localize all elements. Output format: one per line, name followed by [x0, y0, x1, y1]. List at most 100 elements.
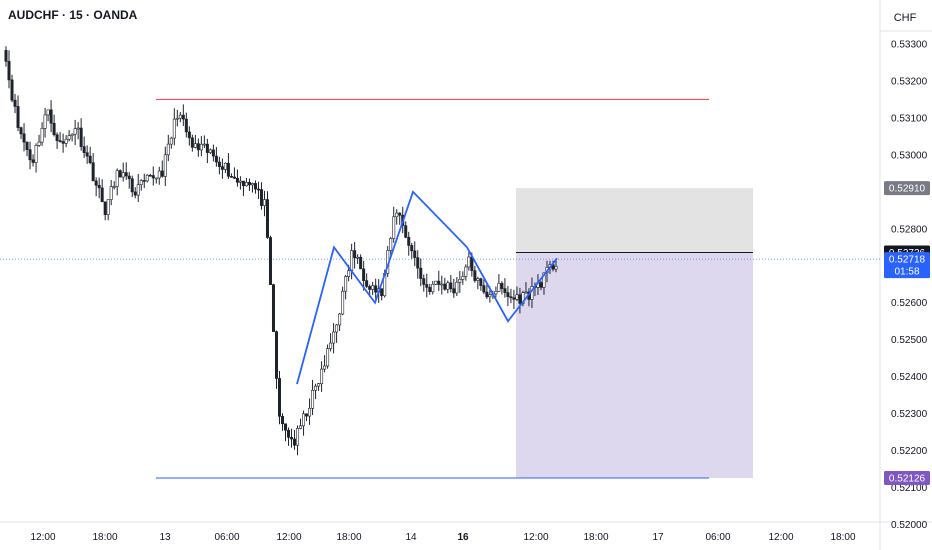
- candle: [217, 156, 221, 175]
- candle-body: [67, 135, 71, 140]
- candle: [422, 274, 426, 292]
- candle: [497, 274, 501, 292]
- candle-body: [106, 199, 110, 215]
- candle: [329, 333, 333, 352]
- candle: [151, 166, 155, 186]
- candle: [332, 323, 336, 354]
- candle-body: [175, 117, 179, 120]
- candle: [202, 135, 206, 148]
- candle-body: [199, 143, 203, 151]
- candle: [97, 177, 101, 199]
- candle-series: [4, 46, 558, 456]
- candle-body: [398, 212, 402, 216]
- candle: [515, 286, 519, 301]
- currency-button[interactable]: CHF: [893, 12, 917, 24]
- candle: [265, 191, 269, 239]
- candle-body: [16, 106, 20, 128]
- candle: [127, 172, 131, 189]
- candle-body: [497, 283, 501, 292]
- candle: [16, 95, 20, 132]
- candle: [214, 147, 218, 167]
- candle: [428, 283, 432, 295]
- candle-body: [145, 174, 149, 182]
- candle-body: [178, 114, 182, 119]
- candle-body: [464, 266, 468, 277]
- candle-body: [353, 250, 357, 259]
- candle: [371, 281, 375, 295]
- candle-body: [524, 291, 528, 294]
- candle: [350, 243, 354, 280]
- price-tick-label: 0.52600: [891, 298, 928, 309]
- candle-body: [193, 143, 197, 148]
- candle: [154, 177, 158, 184]
- candle-body: [127, 175, 131, 180]
- candle-body: [157, 170, 161, 179]
- candle-body: [211, 149, 215, 157]
- candle-body: [293, 438, 297, 446]
- candle: [413, 241, 417, 267]
- candle: [28, 141, 32, 170]
- candle: [296, 425, 300, 456]
- candle-body: [142, 180, 146, 182]
- candle: [229, 173, 233, 178]
- candle: [482, 279, 486, 295]
- candle: [380, 288, 384, 301]
- candle-body: [229, 176, 233, 178]
- price-axis: 0.53300 0.53200 0.53100 0.53000 0.52800 0.526…: [891, 39, 928, 531]
- candle-body: [190, 137, 194, 148]
- candle: [509, 288, 513, 304]
- candle: [172, 108, 176, 146]
- candle-body: [169, 137, 173, 145]
- candle-body: [410, 245, 414, 252]
- candle: [145, 174, 149, 183]
- candle-body: [281, 416, 285, 425]
- zigzag-pattern-line[interactable]: [296, 190, 558, 385]
- candle: [464, 264, 468, 281]
- candle-body: [166, 143, 170, 156]
- candle: [37, 134, 41, 147]
- candle-body: [362, 268, 366, 281]
- candle: [94, 177, 98, 197]
- candle-body: [329, 342, 333, 349]
- candle-body: [449, 282, 453, 290]
- candle-body: [271, 284, 275, 332]
- candle-body: [184, 118, 188, 133]
- time-tick-label: 14: [405, 532, 417, 543]
- candle: [76, 122, 80, 140]
- candle: [121, 162, 125, 182]
- candle: [479, 277, 483, 291]
- candle-body: [151, 175, 155, 179]
- candle-body: [455, 281, 459, 294]
- candle: [52, 114, 56, 137]
- candle: [166, 134, 170, 162]
- candle-body: [380, 288, 384, 297]
- candle: [449, 274, 453, 293]
- stop-loss-zone[interactable]: [516, 188, 753, 253]
- candle: [199, 136, 203, 157]
- candle: [43, 107, 47, 138]
- candle-body: [79, 127, 83, 147]
- time-tick-label: 18:00: [583, 532, 608, 543]
- candle: [262, 190, 266, 217]
- candle: [494, 286, 498, 298]
- candle-body: [277, 378, 281, 417]
- time-tick-label: 12:00: [523, 532, 548, 543]
- candle-body: [253, 183, 257, 190]
- candle-body: [476, 278, 480, 281]
- candle-body: [494, 291, 498, 295]
- candle: [281, 413, 285, 431]
- candle-body: [359, 256, 363, 270]
- candle-body: [305, 413, 309, 417]
- candle: [205, 138, 209, 164]
- candle-body: [91, 162, 95, 182]
- candle: [452, 278, 456, 298]
- candle: [250, 182, 254, 193]
- candle-body: [250, 183, 254, 186]
- take-profit-zone[interactable]: [516, 252, 753, 479]
- candle-body: [37, 141, 41, 146]
- candle-body: [241, 180, 245, 187]
- candle-body: [461, 276, 465, 280]
- candle: [455, 277, 459, 297]
- candle: [277, 371, 281, 425]
